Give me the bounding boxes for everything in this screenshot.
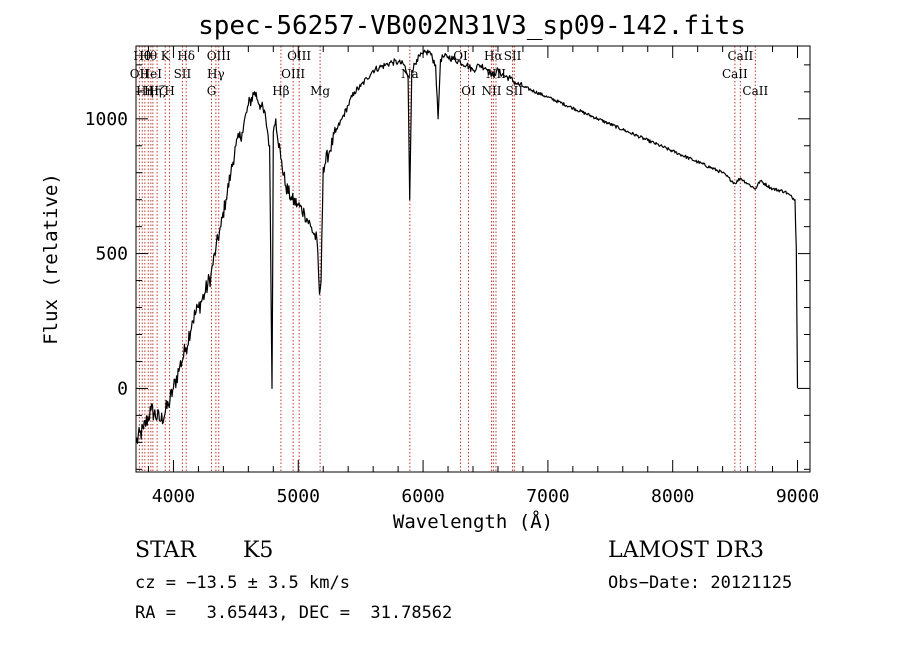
y-axis-label: Flux (relative) (40, 173, 62, 345)
line-label: Hγ (207, 67, 225, 81)
line-label: NII (481, 84, 501, 98)
x-tick-label: 7000 (526, 486, 569, 507)
x-tick-label: 8000 (651, 486, 694, 507)
x-axis-label: Wavelength (Å) (393, 510, 553, 533)
line-label: HeI (140, 67, 163, 81)
line-label: OIII (287, 49, 311, 63)
line-label: Hθ (133, 49, 151, 63)
spectrum-series (135, 49, 799, 444)
y-tick-label: 1000 (85, 109, 128, 130)
y-axis-ticks: 0 500 1000 (85, 64, 810, 470)
line-label: Hη (144, 84, 162, 98)
obs-date-text: Obs−Date: 20121125 (608, 573, 793, 593)
chart-title: spec-56257-VB002N31V3_sp09-142.fits (198, 11, 746, 41)
coordinates-text: RA = 3.65443, DEC = 31.78562 (135, 603, 453, 623)
line-label: OI (461, 84, 476, 98)
line-label: SII (174, 67, 192, 81)
line-label: Hα (484, 49, 503, 63)
line-label: H (164, 84, 174, 98)
line-label: OIII (281, 67, 305, 81)
x-tick-label: 5000 (277, 486, 320, 507)
line-label: Mg (310, 84, 330, 98)
line-label: CaII (722, 67, 748, 81)
redshift-text: cz = −13.5 ± 3.5 km/s (135, 573, 350, 593)
x-tick-label: 6000 (401, 486, 444, 507)
line-label: G (207, 84, 217, 98)
line-label: SII (504, 49, 522, 63)
line-label: Hβ (272, 84, 289, 98)
survey-name: LAMOST DR3 (608, 538, 764, 563)
line-label: Hδ (177, 49, 195, 63)
line-label: OI (453, 49, 468, 63)
spectral-line-labels: OIIHθHηHθHeIHηHζKHSIIHδGHγOIIIHβOIIIOIII… (130, 49, 769, 98)
line-label: CaII (742, 84, 768, 98)
line-label: CaII (727, 49, 753, 63)
line-label: Hθ (139, 49, 157, 63)
x-tick-label: 9000 (776, 486, 819, 507)
object-class: STAR (135, 538, 196, 563)
x-axis-ticks: 4000 5000 6000 7000 8000 9000 (147, 46, 819, 507)
line-label: Hη (136, 84, 154, 98)
line-label: SII (505, 84, 523, 98)
y-tick-label: 0 (117, 378, 128, 399)
line-label: K (161, 49, 171, 63)
plot-frame (135, 45, 811, 473)
line-label: OII (130, 67, 150, 81)
spectral-line-markers (138, 46, 756, 472)
line-label: OIII (207, 49, 231, 63)
line-label: Hζ (149, 84, 166, 98)
x-tick-label: 4000 (152, 486, 195, 507)
y-tick-label: 500 (95, 244, 128, 265)
line-label: Na (401, 67, 419, 81)
object-subclass: K5 (243, 538, 274, 563)
